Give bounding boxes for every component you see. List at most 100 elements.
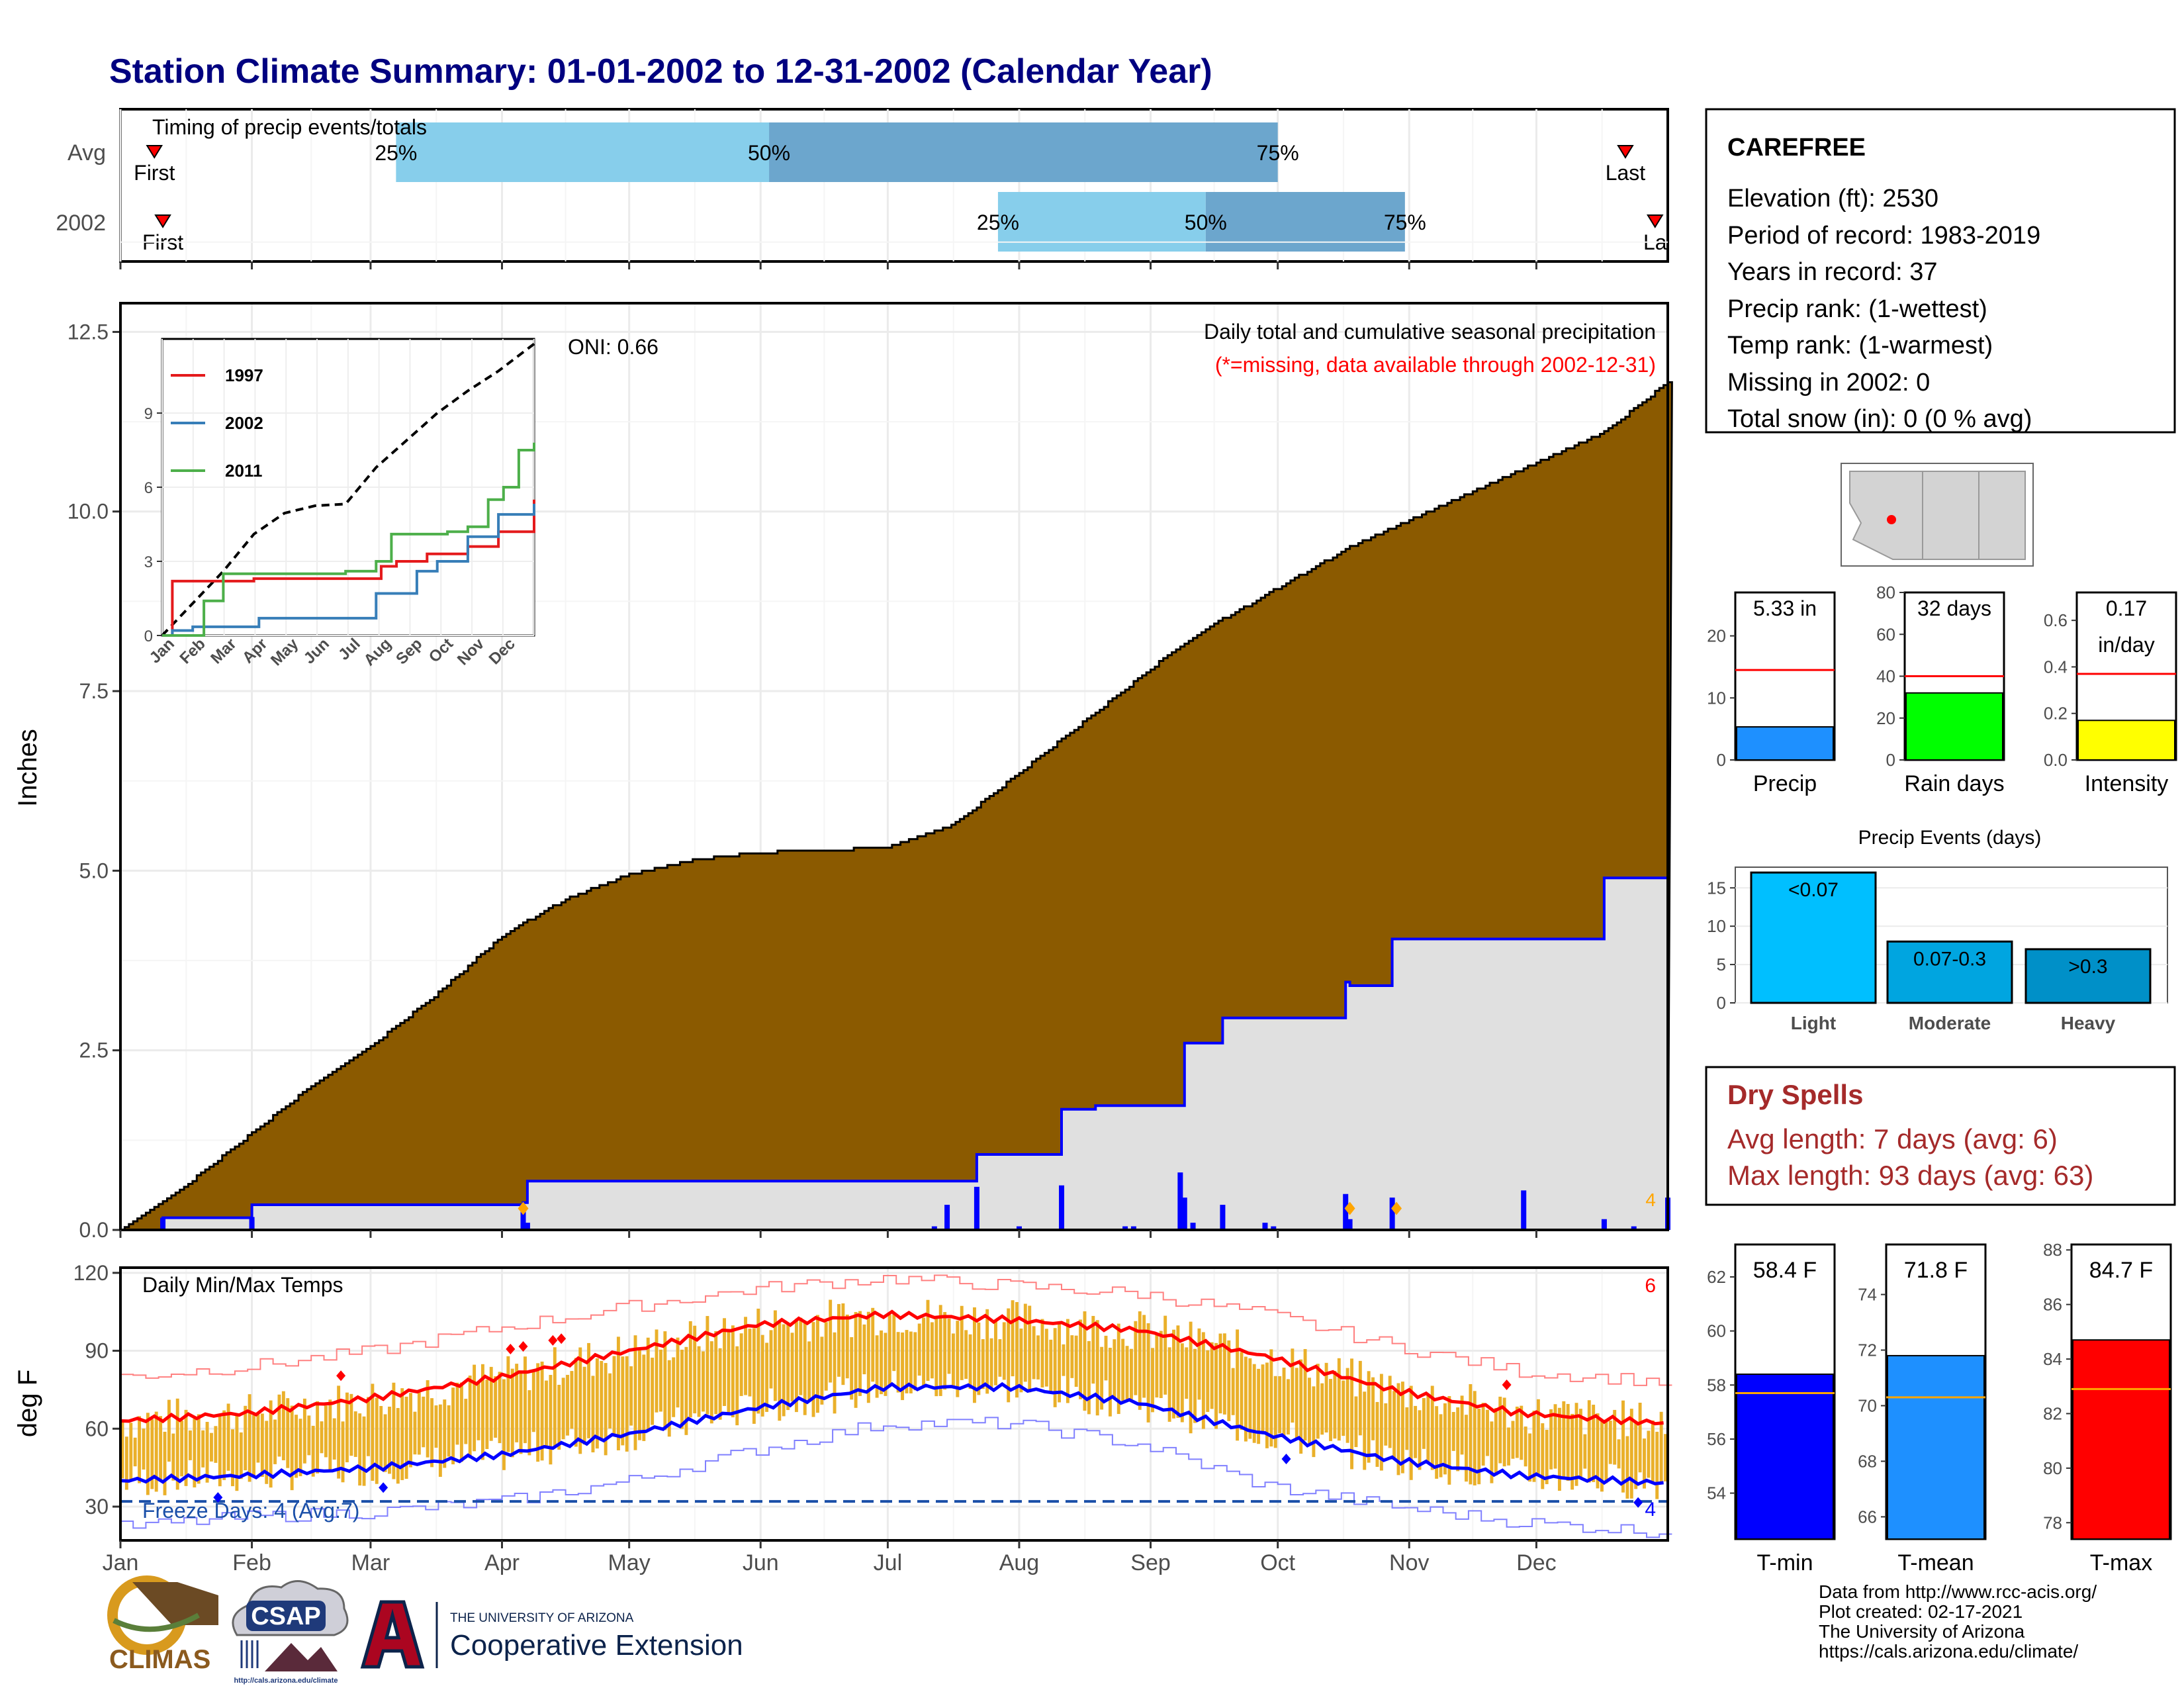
daily-temp-bar [621, 1356, 625, 1446]
daily-precip-bar [1220, 1205, 1226, 1230]
daily-temp-bar [1634, 1422, 1638, 1489]
events-category-label: Heavy [2061, 1013, 2116, 1033]
inset-series-line-2011 [162, 442, 535, 637]
inset-y-tick-label: 6 [144, 479, 153, 497]
timing-title: Timing of precip events/totals [152, 115, 427, 139]
daily-temp-bar [871, 1307, 875, 1382]
daily-temp-bar [290, 1405, 294, 1491]
daily-temp-bar [388, 1406, 391, 1474]
mini-bar-y-tick-label: 0.4 [2044, 657, 2068, 677]
daily-temp-bar [901, 1332, 905, 1401]
temp-bar-y-tick-label: 66 [1858, 1507, 1877, 1526]
daily-temp-bar [765, 1342, 769, 1412]
dry-spells-avg: Avg length: 7 days (avg: 6) [1727, 1123, 2058, 1154]
daily-temp-bar [1189, 1321, 1193, 1434]
daily-temp-bar [345, 1392, 349, 1463]
daily-temp-bar [494, 1376, 498, 1438]
daily-temp-bar [201, 1430, 205, 1468]
events-bar-value-label: <0.07 [1788, 879, 1839, 901]
temp-bar-y-tick-label: 84 [2043, 1349, 2062, 1369]
daily-temp-bar [1392, 1391, 1396, 1459]
daily-temp-bar [1409, 1385, 1413, 1480]
daily-precip-bar [1389, 1197, 1395, 1230]
daily-temp-bar [693, 1325, 697, 1414]
record-high-marker [557, 1333, 567, 1344]
daily-temp-bar [1643, 1438, 1646, 1489]
daily-temp-bar [468, 1376, 472, 1458]
daily-temp-bar [1320, 1383, 1324, 1435]
daily-temp-bar [1121, 1338, 1125, 1402]
daily-temp-bar [154, 1411, 158, 1492]
daily-temp-bar [1435, 1406, 1439, 1479]
daily-temp-bar [1337, 1358, 1341, 1441]
csap-url: http://cals.arizona.edu/climate [234, 1677, 338, 1685]
daily-temp-bar [1422, 1398, 1426, 1449]
daily-temp-bar [1058, 1322, 1062, 1403]
mini-bar-value-label-1: 32 days [1917, 596, 1991, 620]
daily-temp-bar [981, 1339, 985, 1389]
footer-data-source: Data from http://www.rcc-acis.org/ [1819, 1581, 2097, 1602]
station-info-box: CAREFREE Elevation (ft): 2530 Period of … [1705, 108, 2176, 434]
daily-temp-bar [854, 1312, 858, 1408]
daily-temp-bar [837, 1303, 841, 1377]
daily-temp-bar [752, 1328, 756, 1424]
daily-precip-bar [524, 1223, 530, 1230]
daily-temp-bar [519, 1373, 523, 1454]
record-low-marker [1281, 1454, 1291, 1465]
daily-temp-bar [142, 1429, 146, 1470]
daily-temp-bar [1451, 1412, 1455, 1451]
daily-temp-bar [146, 1413, 150, 1495]
daily-temp-bar [1342, 1380, 1345, 1436]
precip-y-tick-label: 12.5 [68, 320, 109, 344]
precip-events-chart: Precip Events (days) 0 5 10 15 <0.07 Light 0.0… [1707, 827, 2168, 1033]
daily-temp-bar [1287, 1379, 1290, 1435]
daily-temp-bar [1638, 1403, 1642, 1473]
temp-bar-y-tick-label: 70 [1858, 1395, 1877, 1415]
daily-temp-bar [1418, 1410, 1422, 1470]
ua-logo: THE UNIVERSITY OF ARIZONA Cooperative Ex… [360, 1600, 743, 1669]
precip-events-bars: 0 5 10 15 <0.07 Light 0.07-0.3 Moderate >0.3 Heav… [1707, 867, 2168, 1033]
daily-temp-bar [760, 1335, 764, 1417]
daily-temp-bar [371, 1383, 375, 1481]
timing-q50-label: 50% [1185, 211, 1227, 234]
daily-temp-bar [989, 1338, 993, 1387]
state-outline-neighbors [1922, 471, 2026, 560]
precip-ylabel: Inches [13, 729, 42, 807]
daily-temp-bar [193, 1419, 197, 1487]
daily-temp-bar [1375, 1401, 1379, 1467]
daily-temp-bar [1236, 1329, 1240, 1441]
daily-temp-bar [680, 1349, 684, 1429]
daily-temp-bar [850, 1336, 854, 1400]
temp-bar-t-min [1736, 1373, 1834, 1540]
mini-bar-name-1: Rain days [1904, 771, 2004, 796]
daily-temp-bar [1443, 1403, 1447, 1475]
daily-temp-bar [561, 1378, 565, 1440]
daily-temp-bar [956, 1321, 960, 1397]
inset-legend-label-2011: 2011 [225, 461, 262, 481]
precip-y-tick-label: 0.0 [79, 1218, 109, 1242]
daily-temp-bar [756, 1308, 760, 1414]
csap-mountain-icon [265, 1643, 338, 1671]
daily-temp-bar [222, 1410, 226, 1480]
daily-temp-bar [1007, 1308, 1011, 1403]
daily-temp-bar [1659, 1411, 1663, 1483]
daily-temp-bar [150, 1419, 154, 1489]
info-line-snow: Total snow (in): 0 (0 % avg) [1727, 405, 2032, 433]
daily-temp-bar [1545, 1430, 1549, 1485]
daily-temp-bar [1655, 1431, 1659, 1499]
ua-cooperative-extension: Cooperative Extension [450, 1629, 743, 1662]
daily-temp-bar [1664, 1434, 1667, 1481]
page-title: Station Climate Summary: 01-01-2002 to 1… [109, 52, 1212, 91]
daily-temp-bar [1396, 1383, 1400, 1476]
daily-temp-bar [1218, 1333, 1222, 1414]
daily-temp-bar [545, 1380, 548, 1447]
daily-temp-bar [1015, 1301, 1019, 1398]
daily-temp-bar [998, 1339, 1002, 1377]
tmin_record-line [120, 1417, 1672, 1538]
daily-temp-bar [799, 1317, 803, 1395]
daily-temp-bar [557, 1384, 561, 1450]
daily-temp-bar [1142, 1315, 1146, 1398]
mini-bar-value-unit-2: in/day [2098, 633, 2154, 657]
month-tick-label: Dec [1516, 1550, 1556, 1575]
mini-bar-1 [1905, 692, 2003, 761]
